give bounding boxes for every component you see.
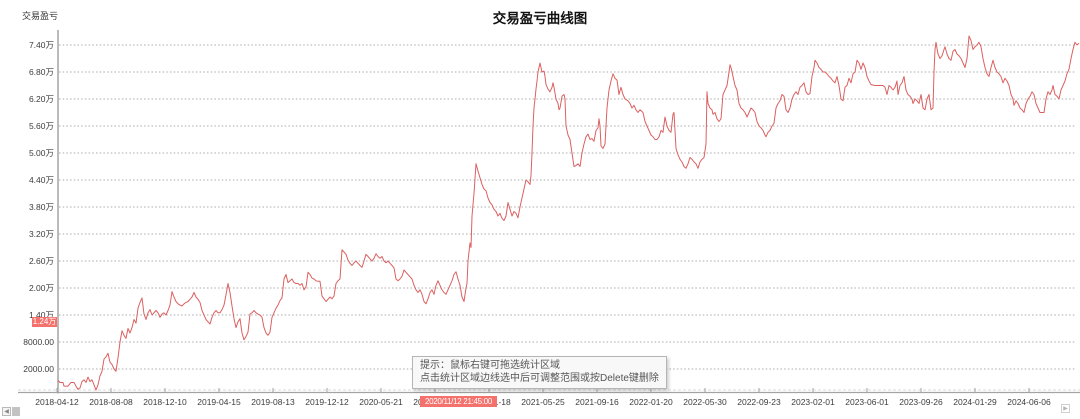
- x-tick-label: 2019-04-15: [197, 397, 241, 407]
- y-tick-label: 7.40万: [29, 40, 54, 50]
- x-tick-label: 2018-08-08: [89, 397, 133, 407]
- y-axis-title: 交易盈亏: [22, 11, 59, 21]
- hint-line-2: 点击统计区域边线选中后可调整范围或按Delete键删除: [420, 373, 659, 384]
- y-tick-label: 6.80万: [29, 67, 54, 77]
- hint-tooltip: 提示：鼠标右键可拖选统计区域 点击统计区域边线选中后可调整范围或按Delete键…: [412, 356, 667, 389]
- scrollbar-thumb[interactable]: [12, 407, 20, 416]
- scrollbar-right-button[interactable]: ▶: [1061, 404, 1070, 413]
- y-tick-label: 6.20万: [29, 94, 54, 104]
- x-tick-label: 2018-04-12: [35, 397, 79, 407]
- y-tick-label: 2.00万: [29, 283, 54, 293]
- scrollbar-left-button[interactable]: ◀: [2, 407, 11, 416]
- y-value-badge: 1.24万: [32, 317, 57, 327]
- y-tick-label: 3.80万: [29, 202, 54, 212]
- x-tick-label: 2019-08-13: [251, 397, 295, 407]
- x-tick-label: 2022-09-23: [737, 397, 781, 407]
- x-tick-label: 2019-12-12: [305, 397, 349, 407]
- left-arrow-icon: ◀: [4, 409, 9, 415]
- y-tick-label: 2000.00: [23, 364, 54, 374]
- x-value-badge: 2020/11/12 21:45:00: [420, 396, 497, 407]
- y-tick-label: 1.40万: [29, 310, 54, 320]
- y-tick-label: 5.00万: [29, 148, 54, 158]
- y-tick-label: 2.60万: [29, 256, 54, 266]
- x-tick-label: 2024-01-29: [953, 397, 997, 407]
- x-tick-label: 2022-05-30: [683, 397, 727, 407]
- x-tick-label: 2018-12-10: [143, 397, 187, 407]
- right-arrow-icon: ▶: [1063, 406, 1068, 412]
- x-tick-label: 2020-05-21: [359, 397, 403, 407]
- x-tick-label: 2023-09-26: [899, 397, 943, 407]
- y-tick-label: 4.40万: [29, 175, 54, 185]
- hint-line-1: 提示：鼠标右键可拖选统计区域: [420, 360, 560, 371]
- y-tick-label: 3.20万: [29, 229, 54, 239]
- x-tick-label: 2023-06-01: [845, 397, 889, 407]
- y-tick-label: 8000.00: [23, 337, 54, 347]
- x-tick-label: 2021-05-25: [521, 397, 565, 407]
- y-tick-label: 5.60万: [29, 121, 54, 131]
- x-tick-label: 2021-09-16: [575, 397, 619, 407]
- x-tick-label: 2024-06-06: [1007, 397, 1051, 407]
- x-tick-label: 2023-02-01: [791, 397, 835, 407]
- x-tick-label: 2022-01-20: [629, 397, 673, 407]
- profit-curve: [57, 35, 1080, 391]
- page-title: 交易盈亏曲线图: [492, 11, 588, 26]
